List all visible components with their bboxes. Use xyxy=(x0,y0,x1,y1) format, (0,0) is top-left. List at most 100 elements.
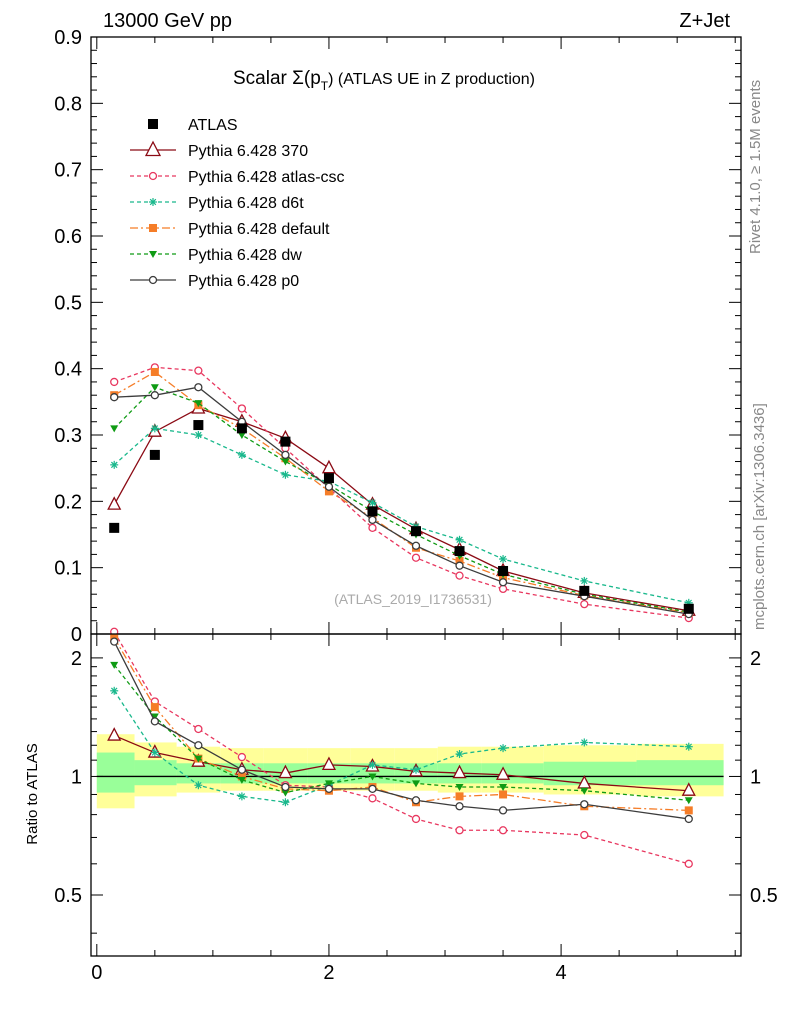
main-series-point-5 xyxy=(150,391,159,400)
legend-marker-5 xyxy=(148,275,158,285)
main-series-point-4 xyxy=(281,458,290,466)
main-series-point-5 xyxy=(194,383,203,392)
main-ytick-label: 0 xyxy=(71,624,82,646)
main-series-point-2-stroke xyxy=(110,461,118,469)
legend-marker-4 xyxy=(149,251,157,258)
ratio-series-point-1 xyxy=(237,752,247,762)
main-series-line-2 xyxy=(113,427,689,604)
main-series-point-5 xyxy=(110,393,119,402)
main-ytick-label: 0.8 xyxy=(54,93,82,115)
ratio-series-point-3 xyxy=(684,806,693,815)
ratio-series-point-5 xyxy=(110,637,119,646)
ratio-series-point-2-stroke xyxy=(110,687,118,695)
main-series-point-4 xyxy=(150,384,159,392)
main-series-point-2-stroke xyxy=(369,499,376,506)
ratio-series-point-1 xyxy=(684,859,693,868)
ratio-series-point-4 xyxy=(684,797,693,805)
legend-marker-1 xyxy=(148,171,158,181)
ratio-series-point-0 xyxy=(495,766,511,780)
atlas-data-point xyxy=(280,436,291,447)
ratio-ytick-label-right: 0.5 xyxy=(750,885,778,907)
x-tick-label: 0 xyxy=(91,962,102,984)
title-prefix: Scalar Σ(p xyxy=(233,68,321,89)
legend-label-4: Pythia 6.428 dw xyxy=(188,247,302,264)
main-ytick-label: 0.7 xyxy=(54,160,82,182)
ratio-series-point-3 xyxy=(455,792,464,801)
atlas-data-point xyxy=(367,506,378,517)
main-series-point-2-stroke xyxy=(195,431,202,439)
legend: ATLAS Pythia 6.428 370 Pythia 6.428 atlas-… xyxy=(130,117,345,290)
ratio-ylabel: Ratio to ATLAS xyxy=(24,743,41,844)
main-series-point-2-stroke xyxy=(282,471,289,479)
main-series-line-0 xyxy=(113,407,689,612)
atlas-data-point xyxy=(579,585,590,596)
ratio-series-point-4 xyxy=(194,755,203,763)
main-series-line-3 xyxy=(113,371,689,614)
main-series-point-1 xyxy=(368,523,377,533)
main-series-point-2-stroke xyxy=(151,425,159,432)
main-series-point-2 xyxy=(455,535,464,544)
ratio-band-green xyxy=(543,761,637,786)
ratio-series-point-4 xyxy=(368,773,377,781)
main-series-point-1 xyxy=(110,377,119,387)
header-left-label: 13000 GeV pp xyxy=(103,10,232,32)
main-ytick-label: 0.3 xyxy=(54,425,82,447)
ratio-series-point-1 xyxy=(411,814,421,824)
main-axes: 0 0.1 0.2 0.3 0.4 0.5 0.6 0.7 0.8 0.9 xyxy=(54,27,741,646)
ratio-series-point-3 xyxy=(150,703,159,712)
ratio-series-point-5 xyxy=(684,814,693,824)
ratio-series-point-0 xyxy=(107,727,122,741)
main-series-point-2-stroke xyxy=(499,555,507,563)
main-ytick-label: 0.9 xyxy=(54,27,82,49)
ratio-series-layer xyxy=(107,627,696,868)
mcplots-label: mcplots.cern.ch [arXiv:1306.3436] xyxy=(751,403,768,630)
legend-atlas-label: ATLAS xyxy=(188,117,238,134)
legend-label-5: Pythia 6.428 p0 xyxy=(188,273,299,290)
ratio-series-point-5 xyxy=(498,806,508,815)
legend-label-2: Pythia 6.428 d6t xyxy=(188,195,304,212)
ratio-series-point-2 xyxy=(281,798,290,807)
main-series-line-1 xyxy=(113,366,689,619)
atlas-data-point xyxy=(411,526,421,537)
ratio-series-point-5 xyxy=(150,717,159,726)
legend-marker-3 xyxy=(149,224,157,232)
ratio-frame xyxy=(90,633,742,957)
main-series-point-0 xyxy=(321,459,337,474)
main-series-point-4 xyxy=(194,400,203,408)
ratio-series-point-1 xyxy=(194,724,203,734)
atlas-data-point xyxy=(498,565,509,576)
main-ytick-label: 0.2 xyxy=(54,491,82,513)
ratio-ytick-label-right: 1 xyxy=(750,766,761,788)
main-series-point-2 xyxy=(368,498,377,507)
main-series-point-1 xyxy=(498,584,508,594)
ratio-ytick-label: 1 xyxy=(71,766,82,788)
main-series-point-2-stroke xyxy=(238,451,246,459)
ratio-series-point-2-stroke xyxy=(499,744,507,752)
ratio-series-point-1 xyxy=(498,826,508,835)
ratio-series-point-4 xyxy=(324,780,333,788)
main-series-point-3 xyxy=(150,367,159,376)
ratio-series-point-2 xyxy=(110,686,119,695)
ratio-series-point-4 xyxy=(455,784,464,792)
main-series-point-0 xyxy=(107,496,122,510)
main-series-point-2 xyxy=(281,470,290,479)
ratio-series-point-2 xyxy=(499,744,508,753)
main-series-point-2-stroke xyxy=(456,536,463,544)
ratio-band-green xyxy=(481,763,544,784)
ratio-series-line-2 xyxy=(113,690,689,803)
main-series-point-1 xyxy=(455,571,464,580)
ratio-series-point-2 xyxy=(580,738,589,747)
ratio-series-point-5 xyxy=(237,765,247,774)
main-ytick-label: 0.1 xyxy=(54,558,82,580)
ratio-series-point-2-stroke xyxy=(238,793,246,800)
main-series-point-2 xyxy=(110,460,119,469)
ratio-series-point-0 xyxy=(452,764,467,779)
ratio-series-line-5 xyxy=(113,641,689,820)
ratio-series-point-1 xyxy=(580,830,589,840)
main-ytick-label: 0.4 xyxy=(54,359,82,381)
ratio-series-point-2-stroke xyxy=(151,749,159,756)
ratio-series-point-4 xyxy=(281,789,290,797)
legend-label-3: Pythia 6.428 default xyxy=(188,221,330,238)
main-series-point-2 xyxy=(194,431,203,439)
